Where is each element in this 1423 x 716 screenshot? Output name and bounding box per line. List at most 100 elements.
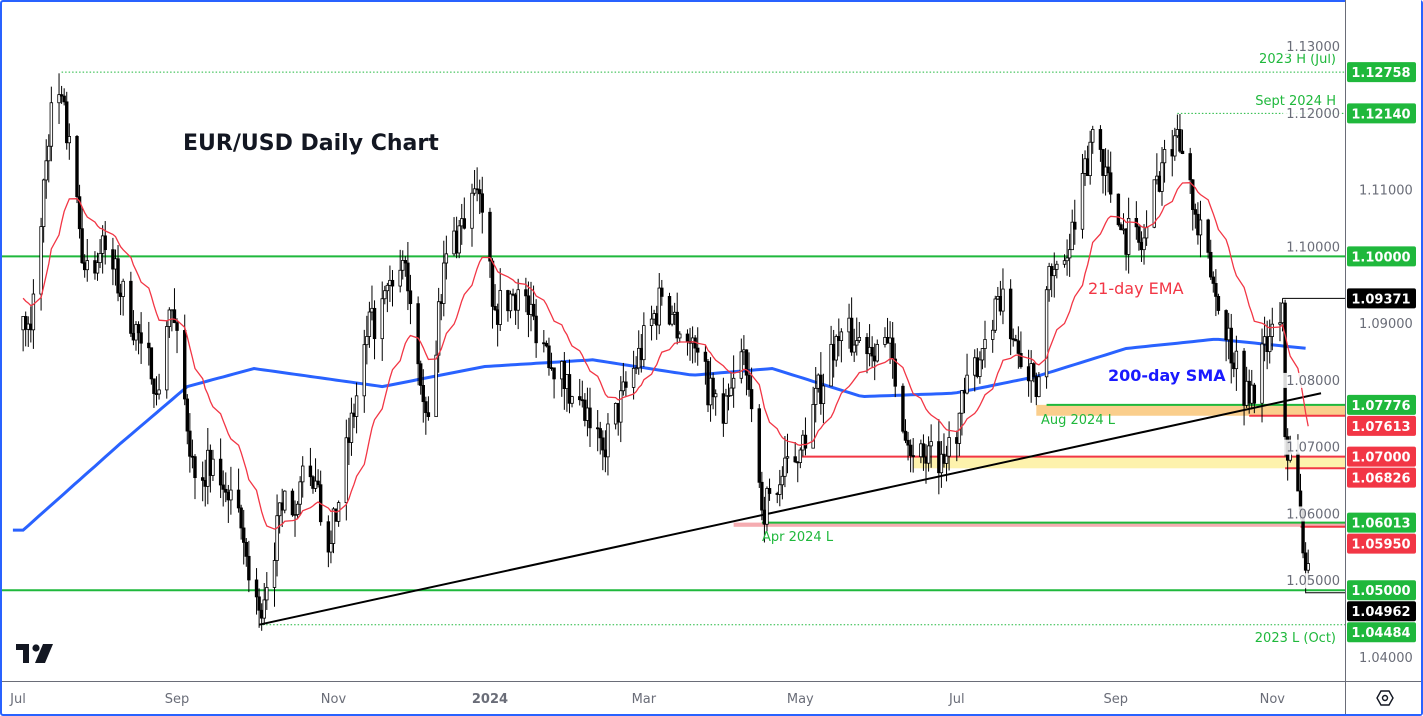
candle [401,250,405,280]
candle-body [316,480,320,486]
candle-body [167,309,172,327]
candle-body [991,329,995,340]
candle-body [1091,129,1095,143]
candle [619,376,623,443]
candle-body [49,102,54,147]
candle [1188,147,1192,194]
candle-body [424,401,428,414]
candle-body [570,396,574,404]
candle-body [39,226,43,295]
candle [1108,151,1113,203]
candle-body [765,488,769,525]
candle [152,378,156,408]
support-resistance-zone [1036,404,1345,416]
candle [47,134,51,183]
price-label-text: 1.06013 [1351,517,1410,532]
candle [852,328,856,362]
candle [1268,319,1272,364]
candle-body [729,387,733,396]
candle-body [242,527,246,543]
candle-body [442,262,446,304]
sma-annotation: 200-day SMA [1108,366,1226,385]
candle-body [588,407,592,429]
candle-body [1178,129,1182,152]
candle-body [890,337,895,360]
candle [908,439,913,473]
ema-21-line [22,182,1309,530]
candle [444,235,449,280]
candle-body [419,363,423,386]
candle-body [362,344,366,397]
candle-body [829,343,833,387]
candle [811,386,815,449]
candle-body [57,94,61,104]
candle-body [129,280,133,334]
candle-body [295,503,300,515]
candle-body [1209,251,1213,278]
candle [85,238,89,282]
candle [1229,313,1233,384]
candle-body [1173,135,1177,157]
support-resistance-zone [913,456,1345,469]
candle [893,343,897,398]
candle-body [477,189,482,195]
candle-body [1016,340,1021,354]
candle [547,337,551,376]
gear-hexagon-icon[interactable] [1376,690,1394,706]
candle [834,334,838,367]
candle-body [670,313,674,325]
candle [175,318,179,354]
price-label-box [1347,622,1416,643]
candle-body [1206,219,1210,253]
candle-body [726,395,731,397]
candle-body [778,484,782,495]
candle [642,312,646,368]
candle [408,274,413,325]
candle-body [852,344,856,353]
candle [739,338,744,384]
price-tick-label: 1.13000 [1286,40,1340,55]
candle [760,471,764,521]
candle [1180,129,1185,155]
candle [675,292,679,345]
candle [293,500,297,537]
candle [1032,362,1036,383]
candle-body [211,458,215,476]
candle-body [1296,452,1300,492]
price-label-box [1347,415,1416,436]
price-label: 1.05950 [1347,533,1416,554]
candle [1211,271,1215,293]
time-tick-label: Nov [321,692,347,707]
candle-body [472,188,477,194]
level-annotation: Aug 2024 L [1041,413,1116,428]
candle-body [265,587,269,601]
time-tick-label: Jul [948,692,965,707]
candle [221,470,225,507]
candle-body [1162,149,1167,164]
candle [780,466,785,500]
candle [149,347,154,385]
candle [41,178,46,243]
candle [516,278,520,330]
candle [921,434,926,471]
candle [1008,279,1013,356]
candle-body [713,393,718,398]
candle [383,285,387,305]
candle [757,404,761,488]
candle-body [1067,249,1072,259]
price-label-box [1347,467,1416,488]
candle [1162,139,1167,183]
candle [329,530,333,564]
candle-body [367,311,372,337]
candle-body [1144,226,1149,239]
level-annotation: 2023 H (Jul) [1259,52,1336,67]
candle [421,369,425,423]
candle [1055,260,1059,279]
price-label-text: 1.10000 [1351,250,1410,265]
candle [1088,130,1092,185]
candle [316,469,320,488]
candle [814,367,818,423]
candle [803,417,808,456]
candle-body [675,311,679,339]
